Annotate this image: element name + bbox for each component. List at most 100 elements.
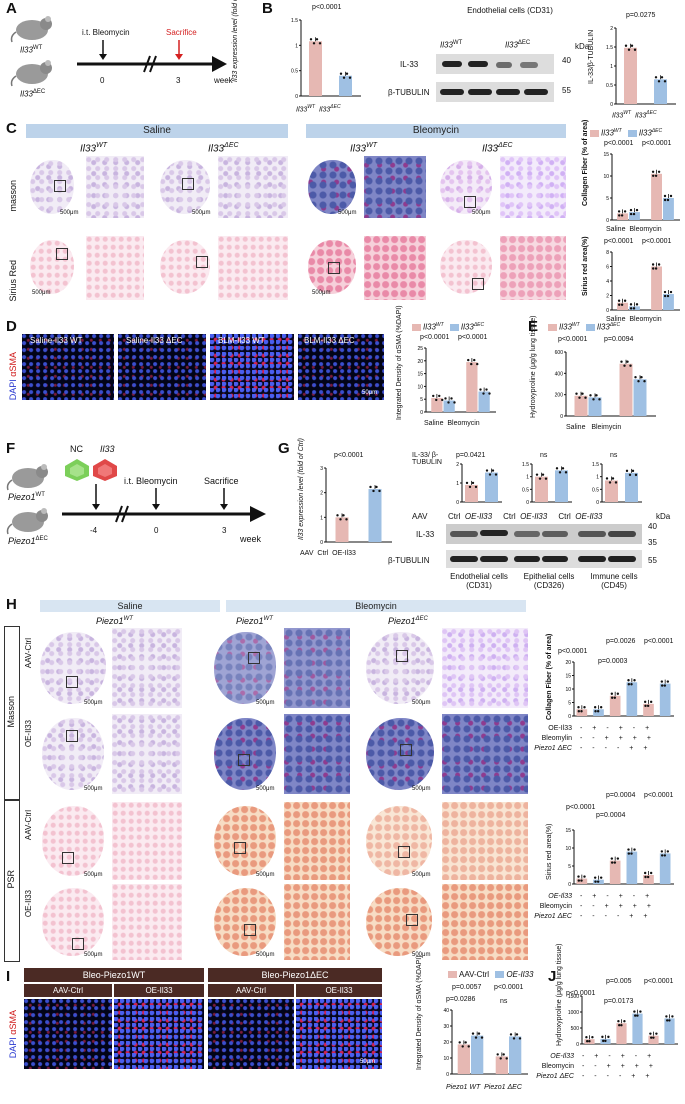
data-point	[620, 214, 624, 217]
data-point	[604, 1039, 607, 1043]
tubulin-band-label: β-TUBULIN	[388, 88, 430, 97]
g-p-epi: ns	[540, 452, 548, 459]
data-point	[644, 704, 647, 708]
data-point	[652, 1036, 655, 1039]
bar	[309, 41, 322, 96]
h-psr-oe-wt-bleo-zoom	[284, 884, 350, 960]
y-tick-label: 0.5	[522, 487, 529, 493]
histology-masson-bleo-wt: 500μm	[306, 156, 362, 218]
data-point	[610, 696, 614, 699]
data-point	[601, 1035, 604, 1039]
data-point	[589, 394, 592, 397]
fluor-saline-dec: Saline-Il33 ΔEC	[118, 334, 206, 400]
h-psr-ctrl-wt-saline: 500μm	[38, 802, 108, 880]
j-rows: OE-Il33 -+-+-+ Bleomycin --++++ Piezo1 Δ…	[536, 1053, 663, 1080]
bar	[664, 1018, 675, 1044]
data-point	[646, 875, 650, 879]
data-point	[632, 307, 636, 310]
blot-title: Endothelial cells (CD31)	[467, 6, 553, 15]
y-tick-label: 10	[417, 384, 423, 390]
data-point	[640, 376, 643, 379]
data-point	[586, 1040, 589, 1043]
c-col-dec-saline: Il33ΔEC	[208, 142, 239, 155]
bar	[617, 213, 628, 220]
y-tick-label: 6	[606, 265, 609, 271]
y-tick-label: 0	[576, 1042, 579, 1048]
data-point	[636, 1014, 639, 1017]
j-p3: p<0.0001	[644, 978, 674, 985]
d-p2: p<0.0001	[458, 334, 488, 341]
data-point	[618, 214, 621, 217]
time-unit: week	[214, 76, 233, 85]
h-masson-ctrl-wt-saline: 500μm	[38, 628, 108, 708]
y-tick-label: 1	[526, 475, 529, 481]
i-sub-aav-1: AAV-Ctrl	[24, 984, 112, 997]
data-point	[598, 398, 601, 401]
chart-g-imm: 0 0.5 1 1.5	[592, 462, 642, 506]
data-point	[654, 76, 658, 79]
data-point	[631, 469, 635, 473]
data-point	[628, 473, 632, 477]
data-point	[620, 303, 624, 306]
bar	[574, 395, 588, 416]
h-row-aav-2: AAV-Ctrl	[24, 810, 33, 841]
data-point	[639, 1010, 642, 1013]
data-point	[594, 710, 597, 713]
data-point	[518, 1037, 522, 1040]
bar	[626, 851, 638, 884]
histology-masson-bleo-dec-zoom	[500, 156, 566, 218]
i-fluor-wt-oe	[114, 999, 204, 1069]
panel-label-a: A	[6, 0, 17, 17]
data-point	[309, 38, 313, 41]
data-point	[348, 76, 352, 79]
data-point	[611, 477, 615, 480]
y-tick-label: 0	[606, 218, 609, 224]
histology-masson-bleo-dec: 500μm	[434, 156, 498, 218]
data-point	[544, 477, 548, 480]
data-point	[629, 212, 633, 216]
j-p1: p=0.0173	[604, 998, 634, 1005]
panel-label-g: G	[278, 440, 290, 457]
h-masson-ctrl-dec-bleo: 500μm	[362, 628, 438, 708]
panel-label-i: I	[6, 968, 11, 985]
data-point	[602, 1039, 605, 1043]
bar	[629, 212, 640, 220]
data-point	[575, 392, 578, 395]
data-point	[588, 1040, 591, 1043]
y-tick-label: 1	[295, 43, 298, 49]
data-point	[668, 1019, 671, 1022]
data-point	[625, 469, 629, 473]
data-point	[580, 879, 583, 882]
sacrifice-label: Sacrifice	[166, 28, 197, 37]
h2-rows: OE-Il33 -+-+-+ Bleomycin --++++ Piezo1 Δ…	[534, 893, 661, 920]
g1-xlabels: AAV Ctrl OE-Il33	[300, 550, 356, 557]
data-point	[585, 1036, 588, 1039]
h-psr-oe-wt-saline: 500μm	[38, 884, 108, 960]
y-tick-label: 3	[320, 466, 323, 472]
bar	[609, 860, 621, 884]
bar	[663, 198, 674, 220]
data-point	[616, 857, 620, 860]
panel-label-h: H	[6, 596, 17, 613]
data-point	[613, 861, 617, 864]
bar	[624, 47, 637, 104]
bar	[643, 703, 654, 716]
g-blot-aav: AAV	[412, 512, 428, 521]
data-point	[596, 710, 600, 713]
h1-p1: p=0.0003	[598, 658, 628, 665]
data-point	[663, 684, 667, 687]
bar	[651, 173, 662, 220]
data-point	[505, 1057, 508, 1060]
data-point	[654, 174, 658, 177]
data-point	[630, 852, 633, 855]
data-point	[467, 1045, 470, 1048]
data-point	[512, 1037, 516, 1040]
chart-i: 0 10 20 30 40	[443, 1008, 528, 1078]
y-tick-label: 0	[606, 308, 609, 314]
data-point	[312, 42, 316, 45]
h-masson-ctrl-dec-bleo-zoom	[442, 628, 528, 708]
blot-label-dec: Il33ΔEC	[505, 40, 531, 50]
c1-p1: p<0.0001	[604, 140, 634, 147]
c2-xlabels: Saline Bleomycin	[606, 316, 662, 323]
y-tick-label: 20	[417, 359, 423, 365]
